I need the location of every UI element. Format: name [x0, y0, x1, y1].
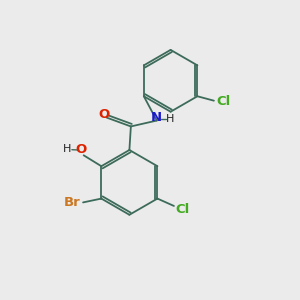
Text: O: O	[76, 143, 87, 157]
Text: H: H	[63, 144, 72, 154]
Text: N: N	[151, 110, 162, 124]
Text: O: O	[99, 108, 110, 121]
Text: Cl: Cl	[176, 203, 190, 216]
Text: Br: Br	[64, 196, 80, 209]
Text: H: H	[166, 114, 174, 124]
Text: Cl: Cl	[216, 95, 230, 108]
